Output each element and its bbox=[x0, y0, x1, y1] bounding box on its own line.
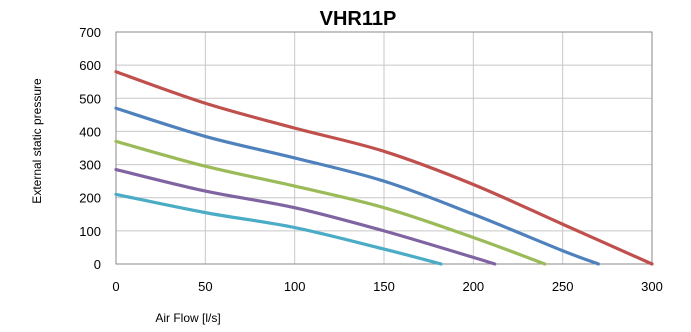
y-tick-label: 600 bbox=[79, 58, 101, 73]
y-tick-label: 100 bbox=[79, 224, 101, 239]
series-line-2 bbox=[114, 106, 600, 266]
series-line-1 bbox=[114, 70, 654, 266]
y-tick-labels: 0 100 200 300 400 500 600 700 bbox=[79, 25, 101, 272]
y-tick-label: 200 bbox=[79, 191, 101, 206]
series-line-5 bbox=[114, 192, 443, 266]
y-tick-label: 400 bbox=[79, 124, 101, 139]
x-tick-label: 200 bbox=[462, 279, 484, 294]
x-axis-label: Air Flow [l/s] bbox=[155, 311, 220, 325]
series-line-4 bbox=[114, 167, 497, 266]
x-tick-label: 50 bbox=[198, 279, 212, 294]
series-line-3 bbox=[114, 139, 547, 266]
series-layer bbox=[114, 70, 654, 266]
x-tick-label: 300 bbox=[641, 279, 663, 294]
x-tick-labels: 0 50 100 150 200 250 300 bbox=[112, 279, 662, 294]
x-tick-label: 100 bbox=[284, 279, 306, 294]
x-tick-label: 150 bbox=[373, 279, 395, 294]
y-tick-label: 0 bbox=[94, 257, 101, 272]
y-tick-label: 700 bbox=[79, 25, 101, 40]
y-tick-label: 500 bbox=[79, 91, 101, 106]
y-tick-label: 300 bbox=[79, 158, 101, 173]
x-tick-label: 0 bbox=[112, 279, 119, 294]
y-axis-label: External static pressure bbox=[30, 78, 44, 204]
x-tick-label: 250 bbox=[552, 279, 574, 294]
plot-area bbox=[115, 31, 653, 265]
chart-title: VHR11P bbox=[320, 8, 397, 30]
